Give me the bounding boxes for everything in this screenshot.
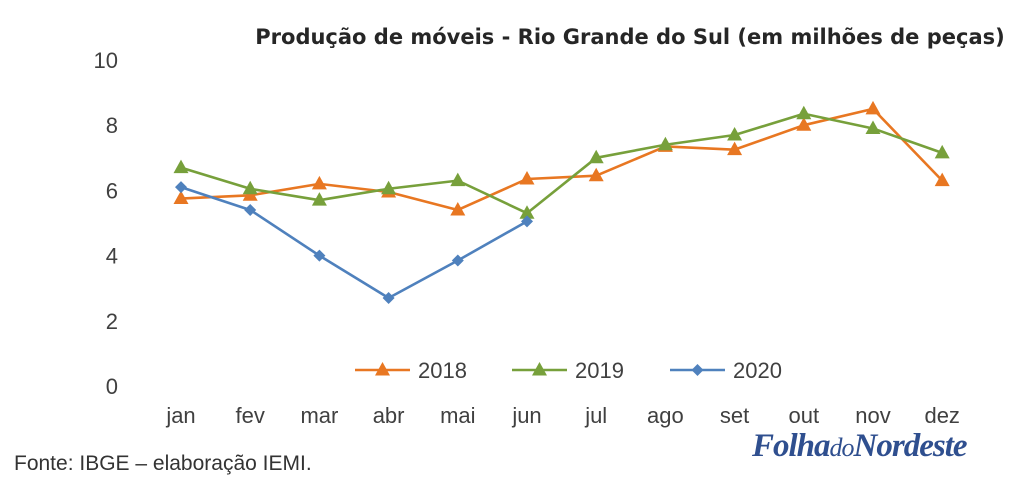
data-point-2020 [451, 254, 464, 267]
data-point-2019 [727, 126, 743, 141]
data-point-2020 [175, 181, 187, 194]
data-point-2019 [242, 180, 258, 195]
data-point-2019 [173, 159, 189, 174]
data-point-2018 [450, 201, 466, 216]
x-tick-label: mar [300, 403, 338, 428]
y-tick-label: 10 [94, 48, 118, 73]
x-axis-ticks: jan fev mar abr mai jun jul ago set out nov dez [165, 403, 960, 428]
series-2018 [173, 100, 950, 216]
data-point-2018 [519, 170, 535, 185]
series-line-2018 [180, 107, 944, 212]
data-point-2019 [865, 120, 881, 134]
legend-label: 2019 [575, 358, 624, 383]
data-point-2020 [521, 215, 533, 228]
source-note: Fonte: IBGE – elaboração IEMI. [14, 452, 312, 475]
y-axis-ticks: 0 2 4 6 8 10 [94, 48, 118, 399]
x-tick-label: out [789, 403, 820, 428]
data-point-2018 [588, 167, 604, 182]
legend: 2018 2019 2020 [355, 358, 782, 383]
series-layer [173, 100, 950, 304]
data-point-2018 [727, 141, 743, 156]
data-point-2018 [865, 100, 881, 115]
y-tick-label: 4 [106, 244, 118, 269]
x-tick-label: jun [511, 403, 541, 428]
series-2019 [173, 105, 950, 219]
legend-label: 2020 [733, 358, 782, 383]
x-tick-label: abr [373, 403, 405, 428]
data-point-2019 [519, 205, 535, 219]
y-tick-label: 6 [106, 178, 118, 203]
y-tick-label: 2 [106, 309, 118, 334]
series-line-2019 [180, 112, 943, 215]
data-point-2020 [382, 291, 395, 304]
legend-marker [532, 362, 547, 376]
y-tick-label: 8 [106, 113, 118, 138]
logo-part-do: do [829, 433, 855, 462]
series-line-2020 [180, 185, 528, 300]
legend-marker [375, 362, 390, 376]
chart-title: Produção de móveis - Rio Grande do Sul (… [255, 25, 1004, 49]
x-tick-label: nov [855, 403, 890, 428]
legend-marker [691, 364, 704, 376]
publisher-logo: FolhadoNordeste [752, 428, 968, 465]
data-point-2018 [934, 172, 950, 187]
data-point-2018 [311, 175, 327, 190]
logo-part-nordeste: Nordeste [853, 428, 968, 464]
legend-item-2019: 2019 [512, 358, 624, 383]
data-point-2020 [244, 203, 257, 216]
x-tick-label: jul [584, 403, 607, 428]
data-point-2019 [450, 172, 466, 187]
x-tick-label: fev [236, 403, 265, 428]
data-point-2018 [796, 117, 812, 131]
x-tick-label: set [720, 403, 749, 428]
data-point-2019 [657, 136, 673, 151]
data-point-2018 [173, 190, 189, 205]
y-tick-label: 0 [106, 374, 118, 399]
data-point-2019 [311, 192, 327, 206]
legend-item-2018: 2018 [355, 358, 467, 383]
x-tick-label: ago [647, 403, 684, 428]
data-point-2019 [381, 180, 397, 195]
x-tick-label: mai [440, 403, 475, 428]
data-point-2019 [934, 144, 950, 159]
legend-item-2020: 2020 [670, 358, 782, 383]
data-point-2020 [313, 249, 326, 262]
data-point-2019 [588, 149, 604, 164]
x-tick-label: jan [165, 403, 195, 428]
x-tick-label: dez [924, 403, 959, 428]
data-point-2019 [796, 105, 812, 120]
series-2020 [175, 181, 533, 304]
legend-label: 2018 [418, 358, 467, 383]
logo-part-folha: Folha [752, 428, 831, 464]
